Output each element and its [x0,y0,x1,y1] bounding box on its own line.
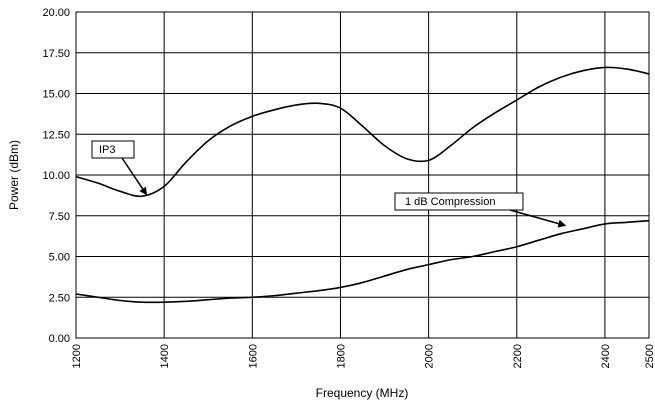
annotation-label: 1 dB Compression [405,196,496,208]
x-tick-label: 1400 [159,344,171,368]
y-tick-label: 5.00 [49,252,70,264]
y-tick-label: 0.00 [49,333,70,345]
x-tick-label: 1600 [247,344,259,368]
x-tick-label: 2400 [600,344,612,368]
x-axis-title: Frequency (MHz) [316,386,409,400]
x-tick-label: 2500 [644,344,655,368]
x-tick-label: 2000 [424,344,436,368]
y-tick-label: 17.50 [42,48,70,60]
y-tick-label: 7.50 [49,211,70,223]
y-axis-title: Power (dBm) [7,140,21,210]
y-tick-label: 10.00 [42,170,70,182]
y-tick-label: 20.00 [42,7,70,19]
x-tick-label: 1200 [71,344,83,368]
annotation-label: IP3 [99,144,116,156]
y-tick-label: 12.50 [42,129,70,141]
x-tick-label: 1800 [335,344,347,368]
y-tick-label: 15.00 [42,89,70,101]
x-tick-label: 2200 [512,344,524,368]
y-tick-label: 2.50 [49,292,70,304]
